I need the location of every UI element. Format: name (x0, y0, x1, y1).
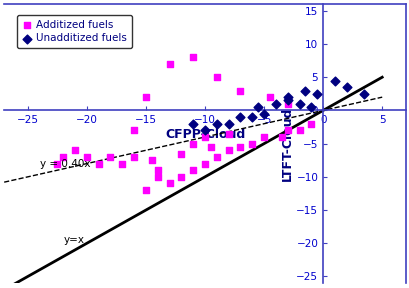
Additized fuels (60, 155, 66, 159)
Additized fuels (207, 145, 213, 149)
Additized fuels (166, 62, 173, 66)
Additized fuels (213, 155, 220, 159)
Additized fuels (130, 155, 137, 159)
Unadditized fuels (284, 98, 290, 103)
Additized fuels (296, 128, 302, 133)
Text: y=x: y=x (63, 235, 84, 245)
Additized fuels (178, 175, 184, 179)
Additized fuels (178, 151, 184, 156)
Unadditized fuels (236, 115, 243, 120)
Unadditized fuels (301, 88, 308, 93)
Additized fuels (307, 122, 314, 126)
Additized fuels (142, 188, 149, 192)
Additized fuels (83, 155, 90, 159)
Y-axis label: LTFT-Cloud: LTFT-Cloud (280, 107, 293, 181)
Unadditized fuels (201, 128, 208, 133)
Unadditized fuels (213, 122, 220, 126)
Unadditized fuels (296, 101, 302, 106)
Unadditized fuels (272, 101, 279, 106)
Additized fuels (213, 75, 220, 79)
Unadditized fuels (307, 105, 314, 109)
Additized fuels (284, 101, 290, 106)
Text: y = 0.40x: y = 0.40x (40, 159, 90, 169)
Unadditized fuels (284, 95, 290, 99)
Additized fuels (189, 168, 196, 173)
Unadditized fuels (360, 92, 367, 96)
Additized fuels (142, 95, 149, 99)
Unadditized fuels (189, 122, 196, 126)
X-axis label: CFPP-Cloud: CFPP-Cloud (164, 128, 245, 141)
Additized fuels (119, 161, 125, 166)
Additized fuels (225, 131, 231, 136)
Additized fuels (54, 161, 61, 166)
Unadditized fuels (248, 115, 255, 120)
Additized fuels (236, 88, 243, 93)
Legend: Additized fuels, Unadditized fuels: Additized fuels, Unadditized fuels (17, 15, 132, 48)
Additized fuels (260, 135, 267, 139)
Additized fuels (225, 148, 231, 153)
Additized fuels (154, 175, 161, 179)
Additized fuels (148, 158, 155, 162)
Unadditized fuels (313, 92, 320, 96)
Additized fuels (248, 141, 255, 146)
Unadditized fuels (225, 122, 231, 126)
Additized fuels (130, 128, 137, 133)
Unadditized fuels (254, 105, 261, 109)
Unadditized fuels (331, 78, 337, 83)
Additized fuels (107, 155, 113, 159)
Additized fuels (201, 135, 208, 139)
Additized fuels (189, 55, 196, 60)
Additized fuels (278, 135, 284, 139)
Additized fuels (236, 145, 243, 149)
Additized fuels (284, 128, 290, 133)
Unadditized fuels (260, 111, 267, 116)
Additized fuels (95, 161, 102, 166)
Additized fuels (72, 148, 78, 153)
Additized fuels (266, 95, 272, 99)
Additized fuels (189, 141, 196, 146)
Additized fuels (201, 161, 208, 166)
Additized fuels (166, 181, 173, 186)
Additized fuels (154, 168, 161, 173)
Unadditized fuels (343, 85, 349, 90)
